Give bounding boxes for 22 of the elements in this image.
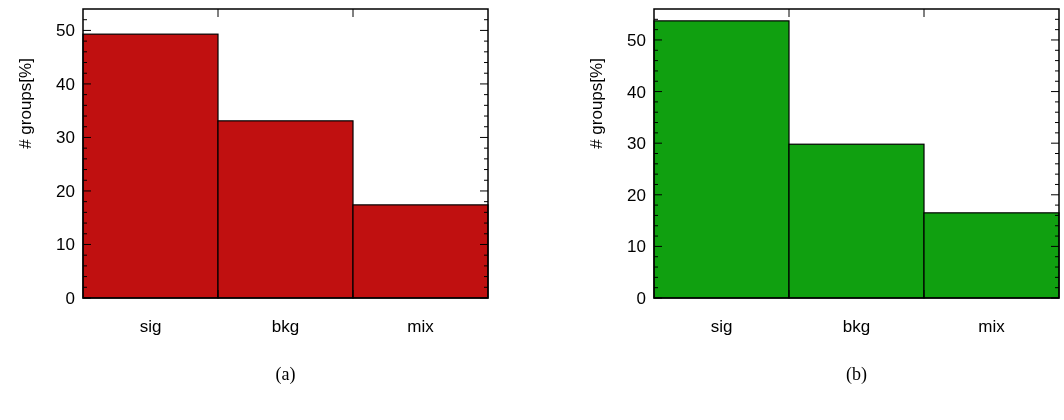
y-tick-label: 10 xyxy=(627,237,646,257)
x-tick-label: sig xyxy=(710,317,733,336)
y-tick-label: 0 xyxy=(636,288,646,308)
x-tick-label: sig xyxy=(139,317,162,336)
y-tick-label: 0 xyxy=(65,288,75,308)
y-tick-label: 10 xyxy=(56,235,75,255)
y-tick-label: 20 xyxy=(56,181,75,201)
y-tick-label: 30 xyxy=(56,128,75,148)
y-axis-title: # groups[%] xyxy=(587,58,606,149)
y-tick-label: 50 xyxy=(56,21,75,41)
x-tick-label: bkg xyxy=(271,317,300,336)
text: (b) xyxy=(846,364,867,385)
text: (a) xyxy=(275,364,296,385)
y-tick-label: 30 xyxy=(627,134,646,154)
x-tick-label: mix xyxy=(978,317,1006,336)
x-tick-label: mix xyxy=(407,317,435,336)
y-tick-label: 40 xyxy=(627,82,646,102)
x-tick-label: bkg xyxy=(842,317,871,336)
y-axis-title: # groups[%] xyxy=(16,58,35,149)
y-tick-label: 50 xyxy=(627,30,646,50)
y-tick-label: 20 xyxy=(627,185,646,205)
y-tick-label: 40 xyxy=(56,74,75,94)
